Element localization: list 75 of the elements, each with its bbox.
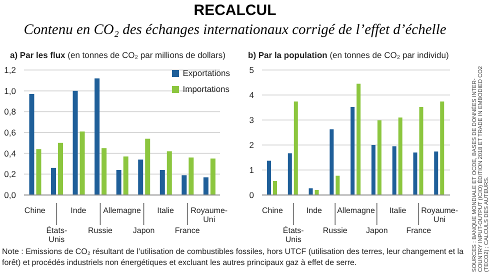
x-tick-label: Russie	[322, 226, 348, 235]
bar	[58, 142, 64, 195]
x-tick-label: Allemagne	[337, 206, 376, 215]
legend-label: Importations	[182, 84, 230, 94]
y-tick-label: 5	[249, 65, 254, 76]
chart-title: a) Par les flux	[10, 50, 66, 60]
bar	[145, 138, 150, 195]
bar	[188, 158, 194, 195]
x-tick-label: France	[174, 226, 200, 235]
chart-subtitle: (en tonnes de CO₂ par millions de dollars)	[68, 50, 226, 60]
y-tick-label: 1,0	[4, 86, 16, 96]
bar	[138, 160, 144, 195]
legend-label: Exportations	[182, 68, 230, 78]
bar	[398, 118, 402, 195]
bar	[116, 170, 122, 195]
bar	[94, 78, 100, 195]
chart-title: b) Par la population	[248, 50, 328, 60]
bar	[160, 170, 165, 195]
x-tick-label: Royaume-Uni	[190, 206, 228, 224]
bar	[413, 152, 418, 195]
y-tick-label: 0,4	[4, 148, 16, 158]
bar	[440, 102, 444, 195]
x-tick-label: Italie	[157, 206, 175, 215]
bar	[80, 131, 85, 195]
bar	[203, 177, 208, 195]
bar	[294, 102, 298, 195]
x-tick-label: Chine	[262, 206, 284, 215]
y-tick-label: 1,2	[4, 65, 16, 76]
x-tick-label: Japon	[366, 226, 388, 235]
y-tick-label: 0,0	[4, 190, 16, 200]
text: Contenu en CO₂ des échanges internationaux corrigé de l’effet d’échelle	[22, 22, 448, 39]
bar	[336, 176, 340, 195]
text: Note : Emissions de CO₂ résultant de l’utilisation de combustibles fossiles, hors UTCF (utilisation des terres, leur changement et la forêt) et procédés industriels non énergétiques et excluant les autres principaux gaz à effet de serre.	[2, 246, 464, 268]
x-tick-label: Royaume-Uni	[421, 206, 458, 224]
bar	[330, 129, 334, 195]
bar	[36, 149, 42, 195]
x-tick-label: Italie	[389, 206, 407, 215]
bar	[350, 107, 355, 195]
y-tick-label: 2	[249, 140, 254, 150]
bar	[288, 153, 292, 195]
bar	[392, 146, 396, 195]
x-tick-label: Russie	[88, 226, 113, 235]
y-tick-label: 1	[249, 165, 254, 176]
bar	[356, 84, 361, 195]
bar	[29, 94, 34, 195]
chart-subtitle: (en tonnes de CO₂ par individu)	[330, 50, 449, 60]
x-tick-label: États-Unis	[46, 226, 68, 244]
y-tick-label: 0,8	[4, 106, 16, 117]
bar	[434, 152, 438, 195]
bar	[123, 156, 128, 195]
bar	[273, 181, 278, 195]
y-tick-label: 3	[249, 115, 254, 126]
bar	[267, 160, 272, 195]
bar	[371, 145, 376, 195]
bar	[182, 175, 187, 195]
x-tick-label: États-Unis	[282, 226, 304, 244]
x-tick-label: Inde	[306, 206, 323, 215]
x-tick-label: Japon	[132, 226, 155, 235]
bar	[419, 107, 424, 195]
bar	[72, 90, 78, 195]
x-tick-label: Inde	[70, 206, 87, 215]
text: RECALCUL	[192, 2, 278, 19]
x-tick-label: France	[406, 226, 432, 235]
x-tick-label: Chine	[24, 206, 46, 215]
y-tick-label: 0,6	[4, 128, 16, 138]
x-tick-label: Allemagne	[103, 206, 142, 215]
y-tick-label: 4	[249, 90, 254, 100]
bar	[210, 158, 216, 195]
bar	[166, 151, 172, 195]
bar	[377, 120, 382, 195]
y-tick-label: 0,2	[4, 169, 16, 180]
y-tick-label: 0	[249, 190, 254, 200]
bar	[314, 190, 319, 195]
bar	[51, 168, 56, 195]
bar	[102, 148, 107, 195]
